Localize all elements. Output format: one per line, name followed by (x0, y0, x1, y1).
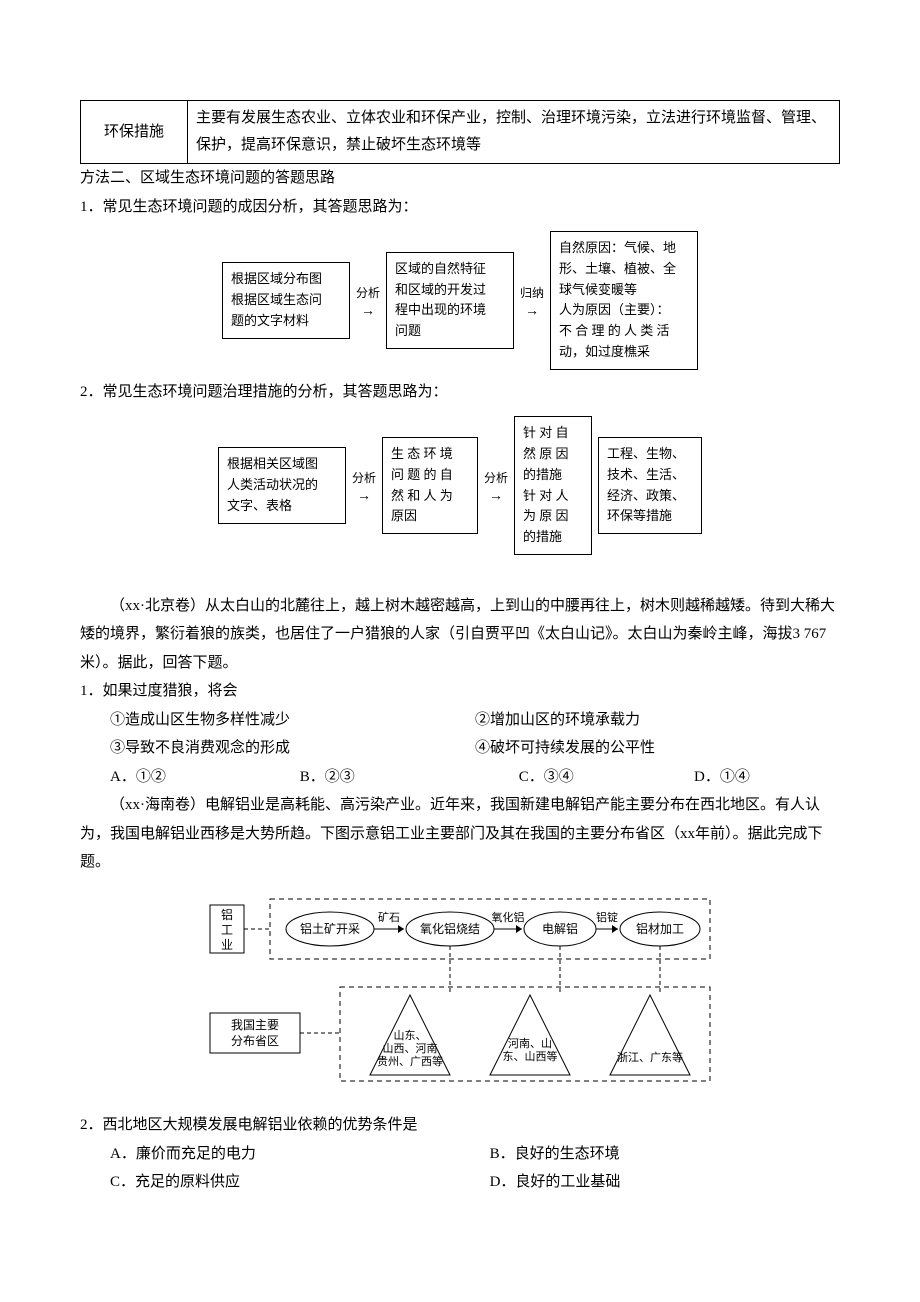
arrow-right-icon: → (361, 305, 375, 319)
q1-option-d: D．①④ (694, 763, 840, 792)
q1-choices-row1: ①造成山区生物多样性减少 ②增加山区的环境承载力 (80, 706, 840, 735)
svg-text:铝土矿开采: 铝土矿开采 (300, 921, 360, 936)
flow2-box1: 根据相关区域图 人类活动状况的 文字、表格 (218, 447, 346, 523)
q2-options-row1: A．廉价而充足的电力 B．良好的生态环境 (80, 1140, 840, 1169)
flow1-box2: 区域的自然特征 和区域的开发过 程中出现的环境 问题 (386, 252, 514, 349)
q2-option-a: A．廉价而充足的电力 (110, 1140, 490, 1169)
flow-diagram-2: 根据相关区域图 人类活动状况的 文字、表格 分析 → 生 态 环 境 问 题 的… (80, 416, 840, 555)
passage-2: （xx·海南卷）电解铝业是高耗能、高污染产业。近年来，我国新建电解铝产能主要分布… (80, 791, 840, 877)
flow2-arrow2: 分析 → (484, 467, 508, 504)
q1-options: A．①② B．②③ C．③④ D．①④ (80, 763, 840, 792)
env-measures-table: 环保措施 主要有发展生态农业、立体农业和环保产业，控制、治理环境污染，立法进行环… (80, 100, 840, 164)
flow1-box1: 根据区域分布图 根据区域生态问 题的文字材料 (222, 262, 350, 338)
passage-1: （xx·北京卷）从太白山的北麓往上，越上树木越密越高，上到山的中腰再往上，树木则… (80, 592, 840, 678)
q2-stem: 2．西北地区大规模发展电解铝业依赖的优势条件是 (80, 1111, 840, 1140)
q1-choice-2: ②增加山区的环境承载力 (475, 706, 840, 735)
svg-text:氧化铝烧结: 氧化铝烧结 (420, 921, 480, 936)
q1-option-b: B．②③ (300, 763, 519, 792)
step2-heading: 2．常见生态环境问题治理措施的分析，其答题思路为： (80, 378, 840, 407)
svg-text:浙江、广东等: 浙江、广东等 (617, 1050, 683, 1064)
svg-text:河南、山东、山西等: 河南、山东、山西等 (503, 1037, 558, 1063)
arrow-right-icon: → (357, 490, 371, 504)
q2-options-row2: C．充足的原料供应 D．良好的工业基础 (80, 1168, 840, 1197)
arrow-right-icon: → (489, 490, 503, 504)
svg-text:铝工业: 铝工业 (221, 907, 233, 952)
flow2-box3: 针 对 自 然 原 因 的措施 针 对 人 为 原 因 的措施 (514, 416, 592, 555)
q1-choice-4: ④破坏可持续发展的公平性 (475, 734, 840, 763)
svg-text:氧化铝: 氧化铝 (492, 910, 525, 924)
flow2-box2: 生 态 环 境 问 题 的 自 然 和 人 为 原因 (382, 437, 478, 534)
q1-option-c: C．③④ (519, 763, 694, 792)
q1-choice-1: ①造成山区生物多样性减少 (110, 706, 475, 735)
table-cell-label: 环保措施 (81, 101, 188, 164)
flow1-box3: 自然原因：气候、地 形、土壤、植被、全 球气候变暖等 人为原因（主要）： 不 合… (550, 231, 698, 370)
flow-diagram-1: 根据区域分布图 根据区域生态问 题的文字材料 分析 → 区域的自然特征 和区域的… (80, 231, 840, 370)
method2-heading: 方法二、区域生态环境问题的答题思路 (80, 164, 840, 193)
q2-option-b: B．良好的生态环境 (490, 1140, 840, 1169)
flow1-arrow1: 分析 → (356, 282, 380, 319)
q1-option-a: A．①② (110, 763, 300, 792)
flow2-arrow1: 分析 → (352, 467, 376, 504)
table-cell-content: 主要有发展生态农业、立体农业和环保产业，控制、治理环境污染，立法进行环境监督、管… (188, 101, 840, 164)
aluminum-industry-diagram: 铝工业 铝土矿开采 氧化铝烧结 电解铝 铝材加工 矿石 氧化铝 铝锭 (80, 891, 840, 1102)
svg-text:电解铝: 电解铝 (542, 921, 578, 936)
step1-heading: 1．常见生态环境问题的成因分析，其答题思路为： (80, 193, 840, 222)
flow2-box4: 工程、生物、 技术、生活、 经济、政策、 环保等措施 (598, 437, 702, 534)
svg-text:我国主要分布省区: 我国主要分布省区 (231, 1018, 279, 1048)
flow1-arrow2: 归纳 → (520, 282, 544, 319)
arrow-right-icon: → (525, 305, 539, 319)
q2-option-d: D．良好的工业基础 (490, 1168, 840, 1197)
q1-choices-row2: ③导致不良消费观念的形成 ④破坏可持续发展的公平性 (80, 734, 840, 763)
svg-text:铝锭: 铝锭 (596, 910, 618, 924)
q1-stem: 1．如果过度猎狼，将会 (80, 677, 840, 706)
q1-choice-3: ③导致不良消费观念的形成 (110, 734, 475, 763)
svg-text:山东、山西、河南贵州、广西等: 山东、山西、河南贵州、广西等 (377, 1029, 443, 1068)
q2-option-c: C．充足的原料供应 (110, 1168, 490, 1197)
svg-text:矿石: 矿石 (378, 911, 400, 924)
svg-text:铝材加工: 铝材加工 (636, 921, 684, 936)
